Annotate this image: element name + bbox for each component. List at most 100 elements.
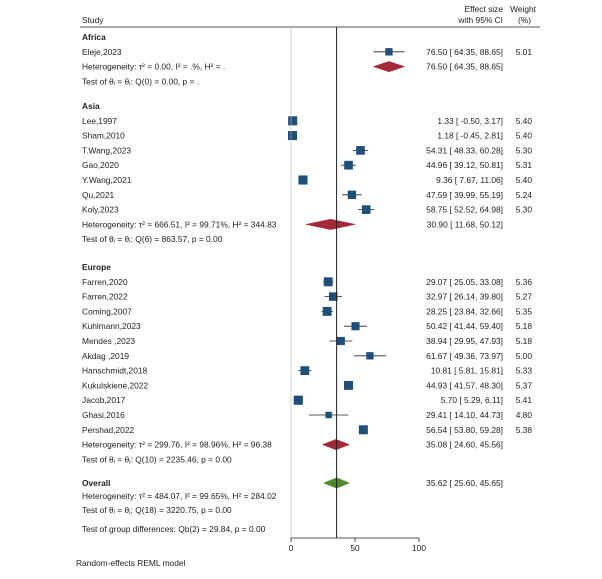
x-tick-label: 100 [412,543,426,553]
group-difference-test: Test of group differences: Qb(2) = 29.84… [82,524,266,534]
effect-ci-value: 32.97 [ 26.14, 39.80] [426,292,503,302]
x-tick-label: 0 [289,543,294,553]
study-marker [300,366,310,375]
weight-value: 5.41 [516,395,533,405]
effect-ci-value: 44.96 [ 39.12, 50.81] [426,160,503,170]
study-label: Akdag ,2019 [82,351,129,361]
pooled-effect-ci-value: 30.90 [ 11.68, 50.12] [427,219,503,229]
study-marker [336,336,345,346]
weight-value: 5.33 [516,366,533,376]
effect-ci-value: 9.36 [ 7.67, 11.06] [436,175,503,185]
study-label: Lee,1997 [82,116,117,126]
weight-value: 5.40 [516,116,533,126]
study-marker [366,352,374,360]
header-ci: with 95% CI [457,15,503,25]
study-label: Hanschmidt,2018 [82,366,148,376]
study-marker [287,131,298,141]
study-label: Mendes ,2023 [82,336,135,346]
study-label: Farren,2022 [82,292,128,302]
study-marker [358,425,368,435]
weight-value: 5.01 [516,47,533,57]
study-marker [323,277,333,287]
homogeneity-test-text: Test of θᵢ = θⱼ: Q(10) = 2235.46, p = 0.… [82,454,232,464]
study-label: Qu,2021 [82,190,114,200]
study-marker [293,395,303,405]
footnote: Random-effects REML model [76,558,186,568]
subgroup-diamond [321,439,351,451]
weight-value: 5.37 [516,380,533,390]
study-marker [344,380,353,390]
effect-ci-value: 44.93 [ 41.57, 48.30] [426,380,503,390]
study-label: Farren,2020 [82,277,128,287]
study-label: Y.Wang,2021 [82,175,132,185]
x-tick-label: 50 [350,543,360,553]
study-label: Gao,2020 [82,160,119,170]
effect-ci-value: 58.75 [ 52.52, 64.98] [426,205,503,215]
study-label: Sham,2010 [82,131,125,141]
heterogeneity-text: Heterogeneity: τ² = 666.51, I² = 99.71%,… [82,219,277,229]
weight-value: 5.00 [516,351,533,361]
effect-ci-value: 10.81 [ 5.81, 15.81] [431,366,503,376]
effect-ci-value: 76.50 [ 64.35, 88.65] [426,47,503,57]
heterogeneity-text: Heterogeneity: τ² = 299.76, I² = 98.96%,… [82,440,272,450]
effect-ci-value: 38.94 [ 29.95, 47.93] [426,336,503,346]
weight-value: 5.40 [516,131,533,141]
study-label: Kuhlmann,2023 [82,321,141,331]
header-effect-size: Effect size [465,4,504,14]
effect-ci-value: 1.33 [ -0.50, 3.17] [437,116,503,126]
study-label: Pershad,2022 [82,425,134,435]
effect-ci-value: 29.07 [ 25.05, 33.08] [426,277,503,287]
study-label: Eleje,2023 [82,47,122,57]
study-label: Coming,2007 [82,306,132,316]
overall-test-text: Test of θᵢ = θⱼ: Q(18) = 3220.75, p = 0.… [82,505,232,515]
study-marker [347,190,357,199]
weight-value: 5.27 [516,292,533,302]
study-label: Jacob,2017 [82,395,126,405]
study-marker [385,48,393,56]
weight-value: 5.18 [516,336,533,346]
study-marker [351,322,360,331]
study-marker [344,160,353,170]
study-label: Ghasi,2016 [82,410,125,420]
effect-ci-value: 56.54 [ 53.80, 59.28] [426,425,503,435]
effect-ci-value: 50.42 [ 41.44, 59.40] [426,321,503,331]
pooled-effect-ci-value: 35.08 [ 24.60, 45.56] [426,440,503,450]
homogeneity-test-text: Test of θᵢ = θⱼ: Q(6) = 863.57, p = 0.00 [82,234,223,244]
header-weight: Weight [510,4,537,14]
header-weight-unit: (%) [518,15,531,25]
effect-ci-value: 5.70 [ 5.29, 6.11] [441,395,503,405]
study-marker [322,306,332,316]
weight-value: 4.80 [516,410,533,420]
study-marker [328,292,338,301]
weight-value: 5.24 [516,190,533,200]
study-label: Kukulskienė,2022 [82,380,148,390]
weight-value: 5.36 [516,277,533,287]
weight-value: 5.18 [516,321,533,331]
pooled-effect-ci-value: 35.62 [ 25.60, 45.65] [426,478,503,488]
study-marker [361,205,371,214]
study-marker [325,411,332,419]
study-marker [356,146,365,155]
weight-value: 5.30 [516,145,533,155]
group-header: Africa [82,32,106,42]
effect-ci-value: 61.67 [ 49.36, 73.97] [426,351,503,361]
study-label: T.Wang,2023 [82,145,131,155]
heterogeneity-text: Heterogeneity: τ² = 0.00, I² = .%, H² = … [82,62,225,72]
study-marker [288,116,298,126]
weight-value: 5.38 [516,425,533,435]
pooled-effect-ci-value: 76.50 [ 64.35, 88.65] [426,62,503,72]
study-label: Koly,2023 [82,205,119,215]
effect-ci-value: 1.18 [ -0.45, 2.81] [437,131,503,141]
weight-value: 5.35 [516,306,533,316]
overall-label: Overall [82,478,110,488]
weight-value: 5.40 [516,175,533,185]
homogeneity-test-text: Test of θᵢ = θⱼ: Q(0) = 0.00, p = . [82,76,199,86]
subgroup-diamond [305,218,356,230]
overall-heterogeneity-text: Heterogeneity: τ² = 484.07, I² = 99.65%,… [82,491,277,501]
effect-ci-value: 47.59 [ 39.99, 55.19] [426,190,503,200]
effect-ci-value: 54.31 [ 48.33, 60.28] [426,145,503,155]
group-header: Asia [82,101,100,111]
weight-value: 5.30 [516,205,533,215]
weight-value: 5.31 [516,160,533,170]
